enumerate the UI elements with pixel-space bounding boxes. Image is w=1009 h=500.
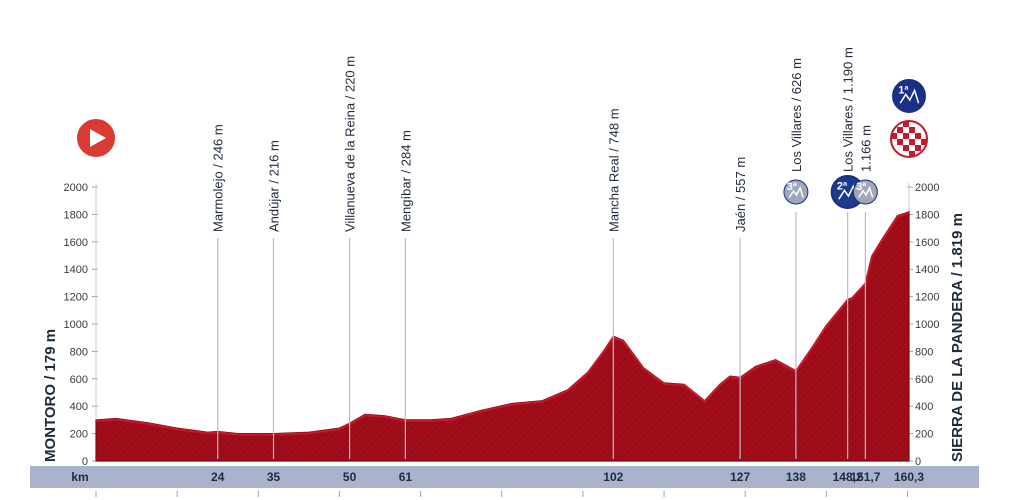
waypoint-km-label: 50	[343, 470, 357, 484]
y-axis-right: 0 200 400 600 800 1000 1200 1400 1600 1800 2000	[915, 182, 939, 468]
waypoint-km-label: 138	[786, 470, 806, 484]
y-tick-label: 600	[70, 374, 88, 386]
finish-location-label: SIERRA DE LA PANDERA / 1.819 m	[949, 213, 966, 462]
waypoint-km-label: 148,2	[833, 470, 863, 484]
climb-category-label: 3ª	[787, 181, 798, 193]
y-tick-label: 1600	[64, 237, 88, 249]
climb-category-label: 3ª	[856, 181, 867, 193]
y-tick-label: 400	[70, 401, 88, 413]
waypoint-km-label: 127	[730, 470, 750, 484]
y-tick-label: 200	[70, 429, 88, 441]
y-tick-label: 400	[915, 401, 933, 413]
waypoint-km-label: 102	[603, 470, 623, 484]
y-tick-label: 1800	[915, 209, 939, 221]
climb-mountain-glyph	[899, 88, 920, 104]
finish-flag-square	[909, 151, 915, 157]
finish-flag-square	[921, 139, 927, 145]
climb-mountain-glyph	[788, 185, 804, 198]
waypoint-km-label: 160,3	[894, 470, 924, 484]
y-tick-label: 200	[915, 429, 933, 441]
finish-flag-square	[897, 127, 903, 133]
waypoint-label: Andújar / 216 m	[267, 140, 282, 232]
y-tick-label: 2000	[915, 182, 939, 194]
waypoint-km-label: 35	[267, 470, 281, 484]
y-tick-label: 0	[82, 456, 88, 468]
finish-flag-square	[915, 145, 921, 151]
waypoint-km-label: 61	[399, 470, 413, 484]
distance-unit-label: km	[71, 470, 88, 484]
climb-category-label: 2ª	[837, 181, 848, 193]
climb-category-icon	[852, 179, 878, 205]
waypoint-label: 1.166 m	[858, 125, 873, 172]
finish-flag-square	[897, 139, 903, 145]
waypoint-label: Los Villares / 626 m	[789, 58, 804, 172]
y-tick-label: 2000	[64, 182, 88, 194]
distance-bar-background	[30, 466, 979, 488]
waypoint-label: Mancha Real / 748 m	[606, 108, 621, 232]
start-play-glyph	[90, 129, 106, 147]
y-tick-label: 1200	[64, 292, 88, 304]
y-tick-label: 800	[70, 346, 88, 358]
finish-flag-square	[903, 133, 909, 139]
y-tick-label: 600	[915, 374, 933, 386]
y-tick-label: 800	[915, 346, 933, 358]
y-axis-left: 0 200 400 600 800 1000 1200 1400 1600 1800 2000	[64, 182, 88, 468]
finish-flag-square	[915, 133, 921, 139]
waypoint-label: Los Villares / 1.190 m	[841, 47, 856, 172]
y-tick-label: 1400	[64, 264, 88, 276]
profile-icons: 3ª 2ª 3ª 1ª	[75, 79, 928, 209]
waypoint-label: Marmolejo / 246 m	[211, 124, 226, 232]
y-tick-label: 1000	[64, 319, 88, 331]
waypoint-label: Mengíbar / 284 m	[398, 130, 413, 232]
finish-flag-square	[903, 121, 909, 127]
waypoint-label: Jaén / 557 m	[733, 157, 748, 232]
finish-flag-square	[891, 133, 897, 139]
climb-category-icon	[892, 79, 926, 113]
y-tick-label: 1200	[915, 292, 939, 304]
climb-category-label: 1ª	[898, 85, 909, 97]
waypoint-km-label: 24	[211, 470, 225, 484]
y-tick-label: 0	[915, 456, 921, 468]
start-location-label: MONTORO / 179 m	[42, 329, 59, 462]
y-tick-label: 1800	[64, 209, 88, 221]
finish-flag-square	[903, 145, 909, 151]
finish-flag-square	[909, 127, 915, 133]
y-tick-label: 1400	[915, 264, 939, 276]
climb-category-icon	[783, 179, 809, 205]
waypoint-markers: Marmolejo / 246 m Andújar / 216 m Villanue…	[211, 47, 873, 459]
climb-mountain-glyph	[858, 185, 874, 198]
waypoint-km-label: 151,7	[850, 470, 880, 484]
waypoint-label: Villanueva de la Reina / 220 m	[343, 56, 358, 232]
y-tick-label: 1000	[915, 319, 939, 331]
finish-flag-square	[909, 139, 915, 145]
y-tick-label: 1600	[915, 237, 939, 249]
